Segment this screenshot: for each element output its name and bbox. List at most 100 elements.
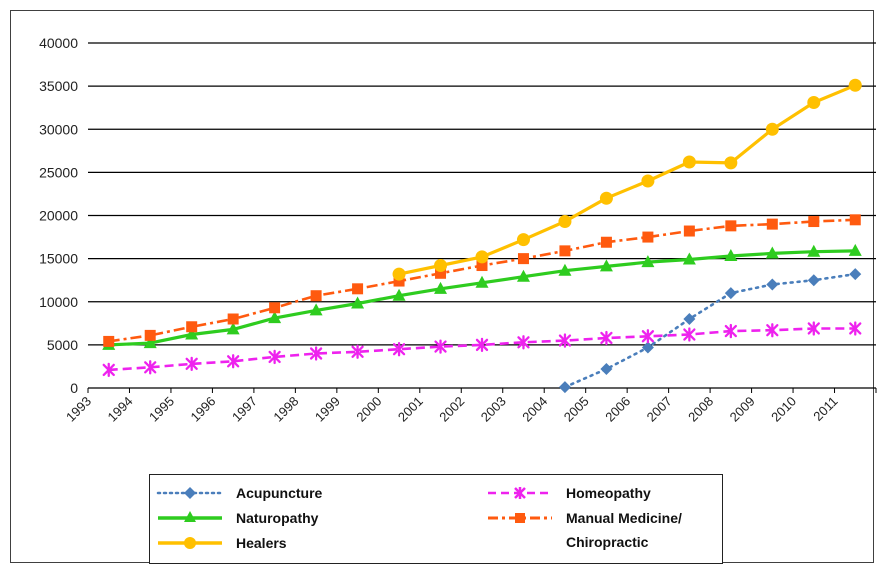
y-tick-label: 5000 [47, 337, 78, 353]
data-point-naturopathy [185, 327, 199, 340]
data-point-manual-medicine-chiropractic [766, 218, 778, 230]
data-point-manual-medicine-chiropractic [227, 313, 239, 325]
data-point-naturopathy [641, 255, 655, 268]
series-healers [392, 78, 862, 281]
x-tick-label: 2000 [353, 394, 384, 425]
x-tick-label: 1997 [229, 394, 260, 425]
legend-item-homeopathy: Homeopathy [486, 483, 716, 505]
x-tick-label: 2006 [602, 394, 633, 425]
data-point-acupuncture [683, 313, 696, 325]
data-point-manual-medicine-chiropractic [600, 236, 612, 248]
data-point-naturopathy [351, 296, 365, 309]
data-point-manual-medicine-chiropractic [642, 231, 654, 243]
data-point-acupuncture [766, 278, 779, 291]
x-tick-label: 1993 [63, 394, 94, 425]
y-tick-label: 15000 [39, 251, 78, 267]
data-point-homeopathy [475, 337, 489, 353]
data-point-acupuncture [807, 274, 820, 287]
x-tick-label: 2005 [561, 394, 592, 425]
data-point-healers [724, 156, 738, 170]
data-point-homeopathy [268, 349, 281, 365]
series-acupuncture [558, 268, 862, 394]
data-point-manual-medicine-chiropractic [310, 290, 322, 302]
data-point-naturopathy [475, 275, 489, 288]
data-point-naturopathy [682, 252, 696, 265]
y-tick-label: 35000 [39, 78, 78, 94]
x-tick-label: 2008 [685, 394, 716, 425]
data-point-homeopathy [102, 362, 115, 378]
data-point-naturopathy [268, 311, 282, 324]
series-homeopathy [102, 321, 862, 378]
x-tick-label: 1996 [187, 394, 218, 425]
x-tick-label: 1999 [312, 394, 343, 425]
data-point-homeopathy [724, 323, 737, 339]
data-point-manual-medicine-chiropractic [144, 329, 156, 341]
data-point-healers [807, 96, 821, 110]
data-point-manual-medicine-chiropractic [683, 225, 695, 237]
data-point-homeopathy [434, 339, 447, 354]
y-tick-label: 0 [70, 380, 78, 396]
data-point-homeopathy [517, 335, 530, 350]
data-point-healers [392, 267, 406, 281]
legend-item-healers: Healers [156, 532, 456, 554]
data-point-homeopathy [351, 344, 364, 359]
data-point-homeopathy [849, 321, 862, 336]
data-point-naturopathy [516, 269, 530, 282]
x-axis-ticks: 1993 1994 1995 1996 1997 1998 1999 2000 2001 2002… [63, 388, 877, 425]
data-point-manual-medicine-chiropractic [352, 283, 364, 295]
data-point-healers [516, 233, 530, 247]
data-point-homeopathy [683, 327, 696, 342]
series-line-healers [398, 83, 856, 276]
data-point-acupuncture [600, 363, 613, 376]
data-point-homeopathy [144, 360, 157, 375]
y-tick-label: 10000 [39, 294, 78, 310]
x-tick-label: 1998 [270, 394, 301, 425]
data-point-healers [765, 122, 779, 136]
data-point-manual-medicine-chiropractic [808, 216, 820, 228]
data-point-homeopathy [558, 333, 572, 348]
data-point-naturopathy [807, 244, 821, 257]
data-point-manual-medicine-chiropractic [269, 302, 281, 314]
legend-item-acupuncture: Acupuncture [156, 483, 456, 505]
x-tick-label: 2010 [768, 394, 799, 425]
data-point-healers [848, 78, 862, 92]
data-point-homeopathy [766, 323, 779, 338]
y-axis-ticks: 0 5000 10000 15000 20000 25000 30000 35000 40000 [39, 35, 78, 396]
data-point-homeopathy [600, 330, 613, 346]
data-point-naturopathy [724, 249, 738, 262]
legend-label-acupuncture: Acupuncture [236, 485, 323, 501]
data-point-manual-medicine-chiropractic [476, 260, 488, 272]
legend-swatch-manual-medicine [488, 513, 552, 523]
x-tick-label: 1994 [105, 394, 136, 425]
data-point-naturopathy [599, 259, 613, 272]
legend-label-naturopathy: Naturopathy [236, 510, 319, 526]
y-tick-label: 20000 [39, 208, 78, 224]
y-tick-label: 30000 [39, 121, 78, 137]
x-tick-label: 1995 [146, 394, 177, 425]
x-tick-label: 2011 [810, 394, 840, 424]
data-point-healers [434, 259, 448, 273]
legend-label-manual-medicine-line1: Manual Medicine/ [566, 510, 682, 526]
data-point-manual-medicine-chiropractic [849, 214, 861, 226]
data-point-manual-medicine-chiropractic [103, 335, 115, 347]
x-tick-label: 2002 [436, 394, 467, 425]
data-point-manual-medicine-chiropractic [559, 245, 571, 257]
data-point-acupuncture [641, 341, 654, 354]
data-point-acupuncture [724, 287, 737, 300]
data-point-naturopathy [309, 303, 323, 316]
data-point-acupuncture [558, 381, 571, 394]
data-point-naturopathy [558, 263, 572, 276]
data-point-naturopathy [143, 336, 157, 349]
legend-label-manual-medicine-line2: Chiropractic [566, 534, 649, 550]
data-point-healers [599, 191, 613, 205]
legend-item-manual-medicine: Manual Medicine/ Chiropractic [486, 508, 716, 558]
data-point-homeopathy [807, 321, 820, 336]
y-tick-label: 40000 [39, 35, 78, 51]
data-point-acupuncture [849, 268, 862, 281]
x-tick-label: 2003 [478, 394, 509, 425]
x-tick-label: 2004 [519, 394, 550, 425]
y-tick-label: 25000 [39, 164, 78, 180]
series-naturopathy [102, 243, 862, 350]
legend-swatch-naturopathy [158, 511, 222, 522]
data-point-homeopathy [227, 354, 240, 369]
